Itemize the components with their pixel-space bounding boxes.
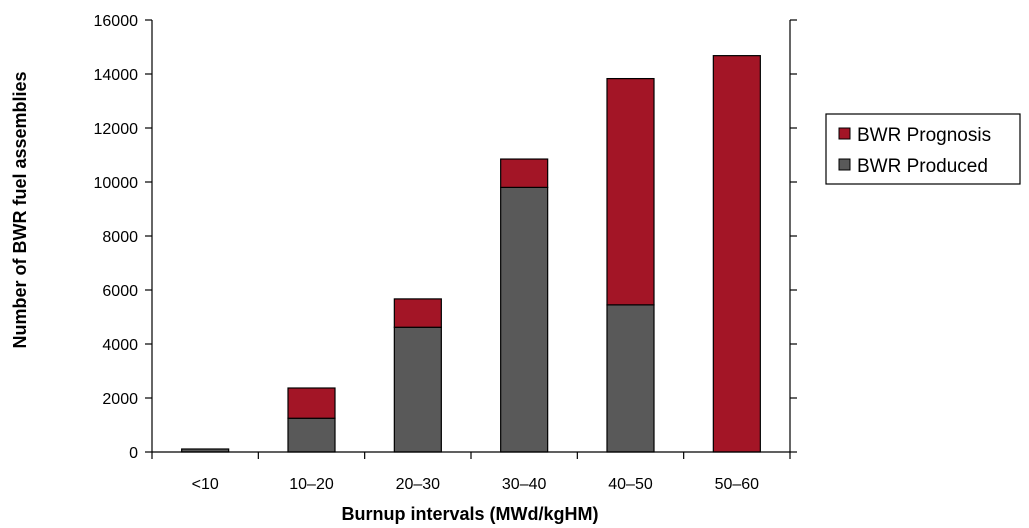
bar-bwr-prognosis-1 xyxy=(287,387,336,419)
legend: BWR Prognosis BWR Produced xyxy=(825,113,1021,185)
x-axis-title: Burnup intervals (MWd/kgHM) xyxy=(342,504,599,524)
x-tick-label-4: 40–50 xyxy=(608,476,653,493)
y-axis-title: Number of BWR fuel assemblies xyxy=(10,71,30,348)
bar-bwr-produced-1 xyxy=(287,417,336,453)
legend-label-0: BWR Prognosis xyxy=(857,125,991,146)
legend-swatch-1 xyxy=(838,158,851,171)
y-tick-label-0: 0 xyxy=(129,445,138,462)
legend-box xyxy=(825,113,1021,185)
x-tick-label-1: 10–20 xyxy=(289,476,334,493)
x-tick-label-5: 50–60 xyxy=(715,476,760,493)
bars-group xyxy=(181,55,761,453)
y-tick-label-5: 10000 xyxy=(94,175,139,192)
y-tick-label-2: 4000 xyxy=(102,337,138,354)
y-tick-label-3: 6000 xyxy=(102,283,138,300)
y-tick-label-4: 8000 xyxy=(102,229,138,246)
y-tick-label-6: 12000 xyxy=(94,121,139,138)
legend-label-1: BWR Produced xyxy=(857,156,988,177)
bar-bwr-produced-3 xyxy=(500,186,549,453)
x-tick-label-3: 30–40 xyxy=(502,476,547,493)
y-tick-label-8: 16000 xyxy=(94,13,139,30)
y-tick-label-7: 14000 xyxy=(94,67,139,84)
axes-group: 0 2000 4000 6000 8000 10000 12000 14000 16000 <10… xyxy=(94,13,797,493)
bar-bwr-produced-2 xyxy=(393,326,442,453)
y-tick-label-1: 2000 xyxy=(102,391,138,408)
bar-bwr-produced-4 xyxy=(606,304,655,453)
bar-bwr-prognosis-4 xyxy=(606,77,655,306)
bar-bwr-prognosis-5 xyxy=(712,55,761,453)
bar-bwr-prognosis-2 xyxy=(393,298,442,328)
bar-bwr-prognosis-3 xyxy=(500,158,549,189)
x-tick-label-2: 20–30 xyxy=(396,476,441,493)
x-tick-label-0: <10 xyxy=(192,476,219,493)
legend-swatch-0 xyxy=(838,127,851,140)
